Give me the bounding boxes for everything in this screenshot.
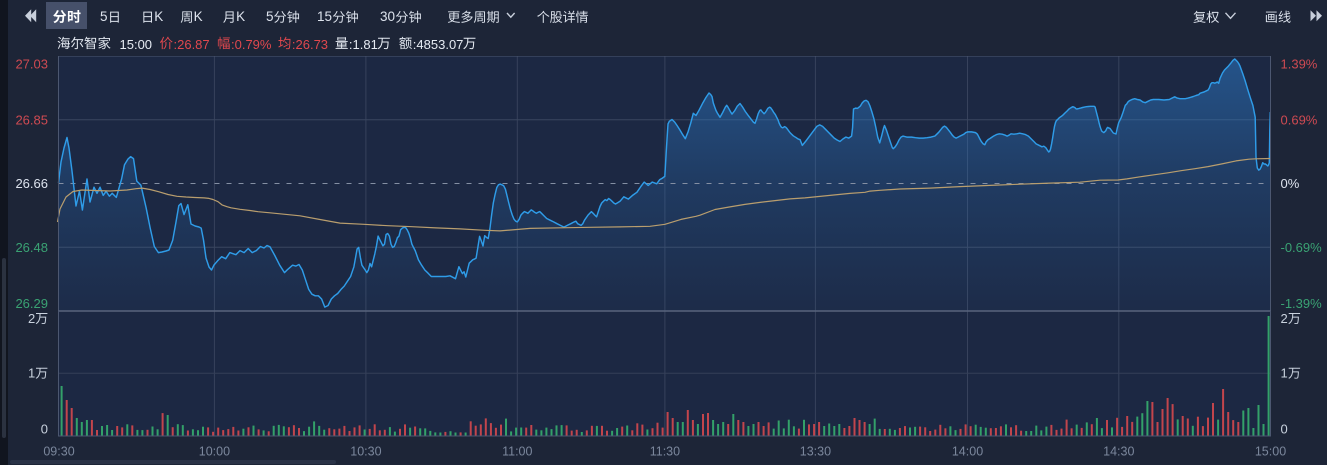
svg-text:26.29: 26.29 (15, 296, 48, 311)
svg-text:26.48: 26.48 (15, 240, 48, 255)
svg-text:26.66: 26.66 (15, 176, 48, 191)
svg-text:14:30: 14:30 (1103, 445, 1134, 459)
svg-text:14:00: 14:00 (952, 445, 983, 459)
svg-text:11:00: 11:00 (502, 445, 532, 459)
svg-text:0%: 0% (1281, 176, 1300, 191)
svg-text:0.69%: 0.69% (1281, 112, 1318, 127)
svg-text:0: 0 (1281, 422, 1288, 437)
svg-text:10:00: 10:00 (199, 445, 230, 459)
svg-text:1: 1 (28, 366, 35, 381)
svg-text:09:30: 09:30 (43, 445, 74, 459)
svg-text:1.39%: 1.39% (1281, 57, 1318, 72)
svg-text:2: 2 (28, 311, 35, 326)
svg-text:0: 0 (41, 422, 48, 437)
svg-text:15:00: 15:00 (1255, 445, 1286, 459)
svg-text:1: 1 (1281, 366, 1288, 381)
svg-text:27.03: 27.03 (15, 57, 48, 72)
svg-text:-0.69%: -0.69% (1281, 240, 1323, 255)
svg-text:2: 2 (1281, 311, 1288, 326)
svg-text:-1.39%: -1.39% (1281, 296, 1323, 311)
svg-text:10:30: 10:30 (350, 445, 381, 459)
svg-text:26.85: 26.85 (15, 112, 48, 127)
svg-text:13:30: 13:30 (800, 445, 831, 459)
svg-text:11:30: 11:30 (650, 445, 680, 459)
